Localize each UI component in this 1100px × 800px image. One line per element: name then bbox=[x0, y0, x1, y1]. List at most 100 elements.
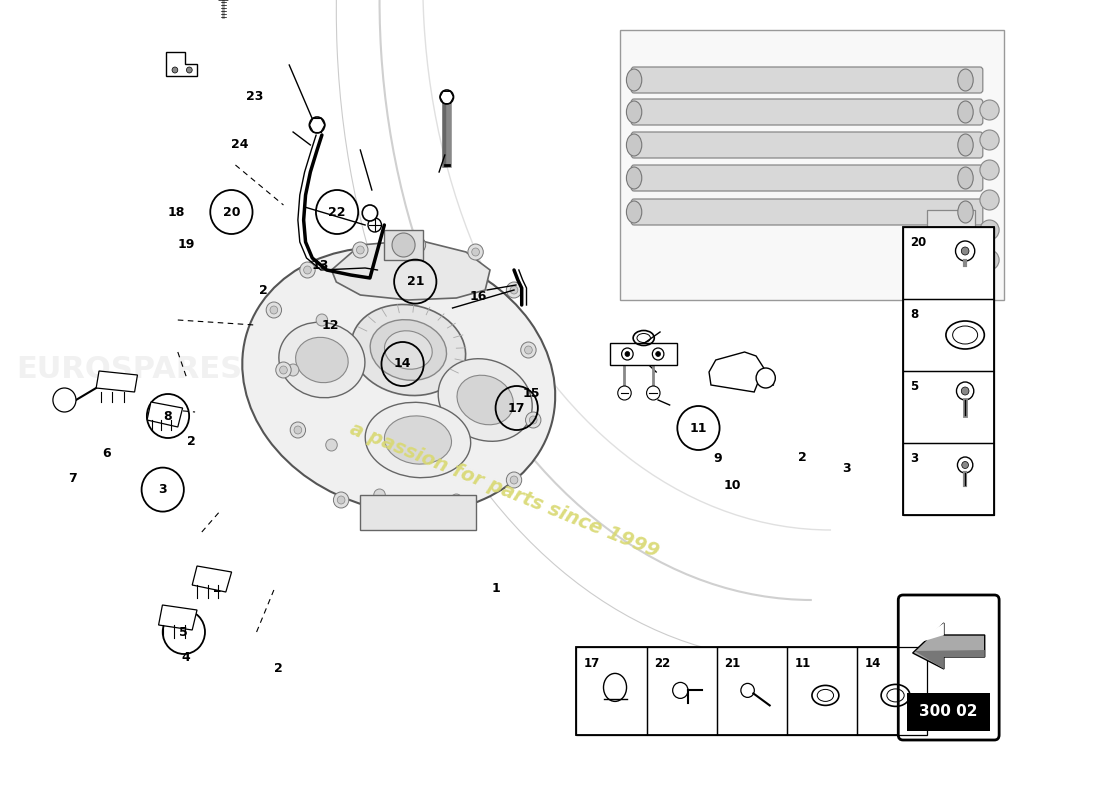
Ellipse shape bbox=[958, 167, 974, 189]
Circle shape bbox=[374, 489, 385, 501]
Text: 2: 2 bbox=[213, 582, 222, 594]
Polygon shape bbox=[913, 623, 984, 669]
Polygon shape bbox=[158, 605, 197, 630]
Ellipse shape bbox=[296, 338, 349, 382]
Bar bbox=[361, 495, 475, 530]
Circle shape bbox=[526, 412, 541, 428]
Text: 20: 20 bbox=[222, 206, 240, 218]
Circle shape bbox=[506, 282, 521, 298]
Text: 3: 3 bbox=[910, 452, 917, 465]
Text: EUROSPARES: EUROSPARES bbox=[16, 355, 243, 385]
Ellipse shape bbox=[626, 201, 641, 223]
Text: 20: 20 bbox=[910, 236, 926, 249]
Text: 19: 19 bbox=[177, 238, 195, 250]
Text: 300 02: 300 02 bbox=[920, 705, 978, 719]
Circle shape bbox=[647, 386, 660, 400]
FancyBboxPatch shape bbox=[631, 165, 982, 191]
Circle shape bbox=[520, 342, 536, 358]
Circle shape bbox=[276, 362, 292, 378]
Ellipse shape bbox=[385, 330, 432, 370]
Bar bbox=[906, 693, 990, 731]
Text: 7: 7 bbox=[68, 472, 77, 485]
FancyBboxPatch shape bbox=[631, 67, 982, 93]
Circle shape bbox=[980, 130, 999, 150]
Circle shape bbox=[53, 388, 76, 412]
Text: 6: 6 bbox=[102, 447, 111, 460]
Text: 8: 8 bbox=[164, 410, 173, 422]
Circle shape bbox=[452, 506, 460, 514]
Text: 21: 21 bbox=[725, 657, 740, 670]
Circle shape bbox=[451, 494, 462, 506]
Circle shape bbox=[961, 387, 969, 395]
Bar bbox=[927, 210, 975, 290]
Text: 1: 1 bbox=[492, 582, 499, 594]
Circle shape bbox=[304, 266, 311, 274]
Circle shape bbox=[656, 351, 660, 357]
Circle shape bbox=[957, 457, 972, 473]
Text: 3: 3 bbox=[158, 483, 167, 496]
Text: 23: 23 bbox=[246, 90, 263, 102]
Text: 5: 5 bbox=[179, 626, 188, 638]
Text: 21: 21 bbox=[407, 275, 424, 288]
Circle shape bbox=[510, 476, 518, 484]
Text: 2: 2 bbox=[798, 451, 806, 464]
Text: 5: 5 bbox=[910, 380, 918, 393]
Text: 15: 15 bbox=[522, 387, 540, 400]
Text: 2: 2 bbox=[258, 284, 267, 297]
FancyBboxPatch shape bbox=[631, 199, 982, 225]
Bar bbox=[786, 647, 857, 735]
Circle shape bbox=[333, 492, 349, 508]
Circle shape bbox=[300, 262, 316, 278]
Circle shape bbox=[294, 426, 301, 434]
Circle shape bbox=[353, 242, 369, 258]
Ellipse shape bbox=[351, 305, 465, 395]
Circle shape bbox=[316, 314, 328, 326]
Circle shape bbox=[279, 366, 287, 374]
Bar bbox=[647, 647, 717, 735]
Circle shape bbox=[338, 496, 345, 504]
FancyBboxPatch shape bbox=[899, 595, 999, 740]
Circle shape bbox=[356, 246, 364, 254]
Polygon shape bbox=[96, 371, 138, 392]
Circle shape bbox=[529, 416, 537, 424]
Ellipse shape bbox=[958, 134, 974, 156]
Bar bbox=[903, 227, 994, 299]
Bar bbox=[610, 343, 678, 365]
Text: 14: 14 bbox=[394, 358, 411, 370]
Bar bbox=[384, 230, 422, 260]
Circle shape bbox=[395, 511, 403, 519]
Text: 11: 11 bbox=[794, 657, 811, 670]
Text: 4: 4 bbox=[182, 651, 190, 664]
Ellipse shape bbox=[626, 134, 641, 156]
Circle shape bbox=[961, 247, 969, 255]
Bar bbox=[903, 371, 994, 443]
Polygon shape bbox=[331, 240, 490, 300]
Circle shape bbox=[525, 346, 532, 354]
Circle shape bbox=[362, 205, 377, 221]
Polygon shape bbox=[913, 623, 944, 645]
Circle shape bbox=[449, 502, 464, 518]
Text: 3: 3 bbox=[843, 462, 850, 474]
Ellipse shape bbox=[242, 247, 556, 513]
Ellipse shape bbox=[626, 101, 641, 123]
Polygon shape bbox=[147, 402, 183, 427]
Text: 22: 22 bbox=[328, 206, 345, 218]
Ellipse shape bbox=[371, 320, 447, 380]
Ellipse shape bbox=[626, 69, 641, 91]
Text: 10: 10 bbox=[724, 479, 741, 492]
Ellipse shape bbox=[958, 201, 974, 223]
Circle shape bbox=[270, 306, 277, 314]
Text: 2: 2 bbox=[187, 435, 196, 448]
Circle shape bbox=[410, 237, 426, 253]
Text: a passion for parts since 1999: a passion for parts since 1999 bbox=[348, 419, 662, 561]
Circle shape bbox=[309, 117, 324, 133]
Text: 22: 22 bbox=[654, 657, 671, 670]
Circle shape bbox=[625, 351, 630, 357]
Circle shape bbox=[472, 248, 480, 256]
Text: 17: 17 bbox=[584, 657, 601, 670]
Bar bbox=[903, 299, 994, 371]
Text: 8: 8 bbox=[910, 308, 918, 321]
Bar bbox=[576, 647, 927, 735]
Text: 24: 24 bbox=[231, 138, 249, 150]
Text: 14: 14 bbox=[865, 657, 881, 670]
